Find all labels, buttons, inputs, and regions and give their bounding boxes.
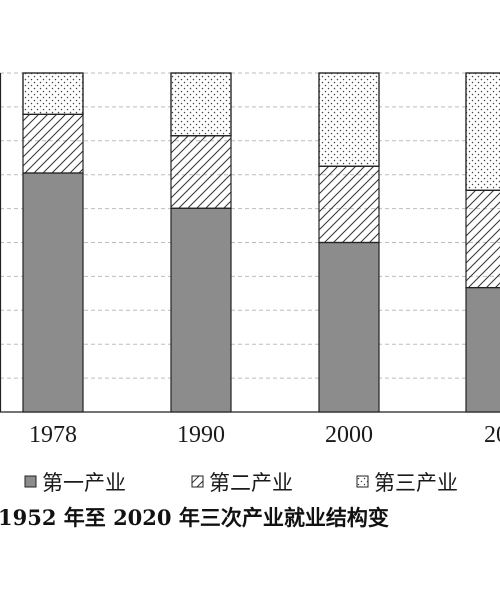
bar-segment [465, 72, 500, 191]
legend-label: 第一产业 [42, 471, 126, 495]
legend: 第一产业 第二产业 第三产业 [24, 471, 458, 495]
legend-label: 第二产业 [209, 471, 293, 495]
x-tick-labels: 1978 1990 2000 20 [29, 422, 500, 448]
legend-swatch [356, 475, 369, 488]
bar-segment-bg [22, 172, 84, 413]
bar-segment-bg [170, 135, 232, 209]
bar-segment [22, 72, 84, 115]
bar-segment-bg [465, 286, 500, 413]
bars [22, 72, 500, 413]
figure-caption: 1952 年至 2020 年三次产业就业结构变 [0, 505, 389, 530]
gridlines [0, 72, 500, 379]
bar-segment [318, 72, 380, 167]
legend-swatch [191, 475, 204, 488]
bar-segment-bg [318, 165, 380, 244]
x-tick-label: 2000 [325, 422, 373, 448]
bar-segment [170, 72, 232, 137]
x-tick-label: 1990 [177, 422, 225, 448]
bar-segment-bg [22, 113, 84, 174]
bar-segment-bg [465, 189, 500, 289]
bar-segment-bg [170, 207, 232, 413]
bar-segment-bg [318, 241, 380, 413]
x-tick-label: 20 [484, 422, 500, 448]
legend-label: 第三产业 [374, 471, 458, 495]
x-tick-label: 1978 [29, 422, 77, 448]
legend-swatch [24, 475, 37, 488]
